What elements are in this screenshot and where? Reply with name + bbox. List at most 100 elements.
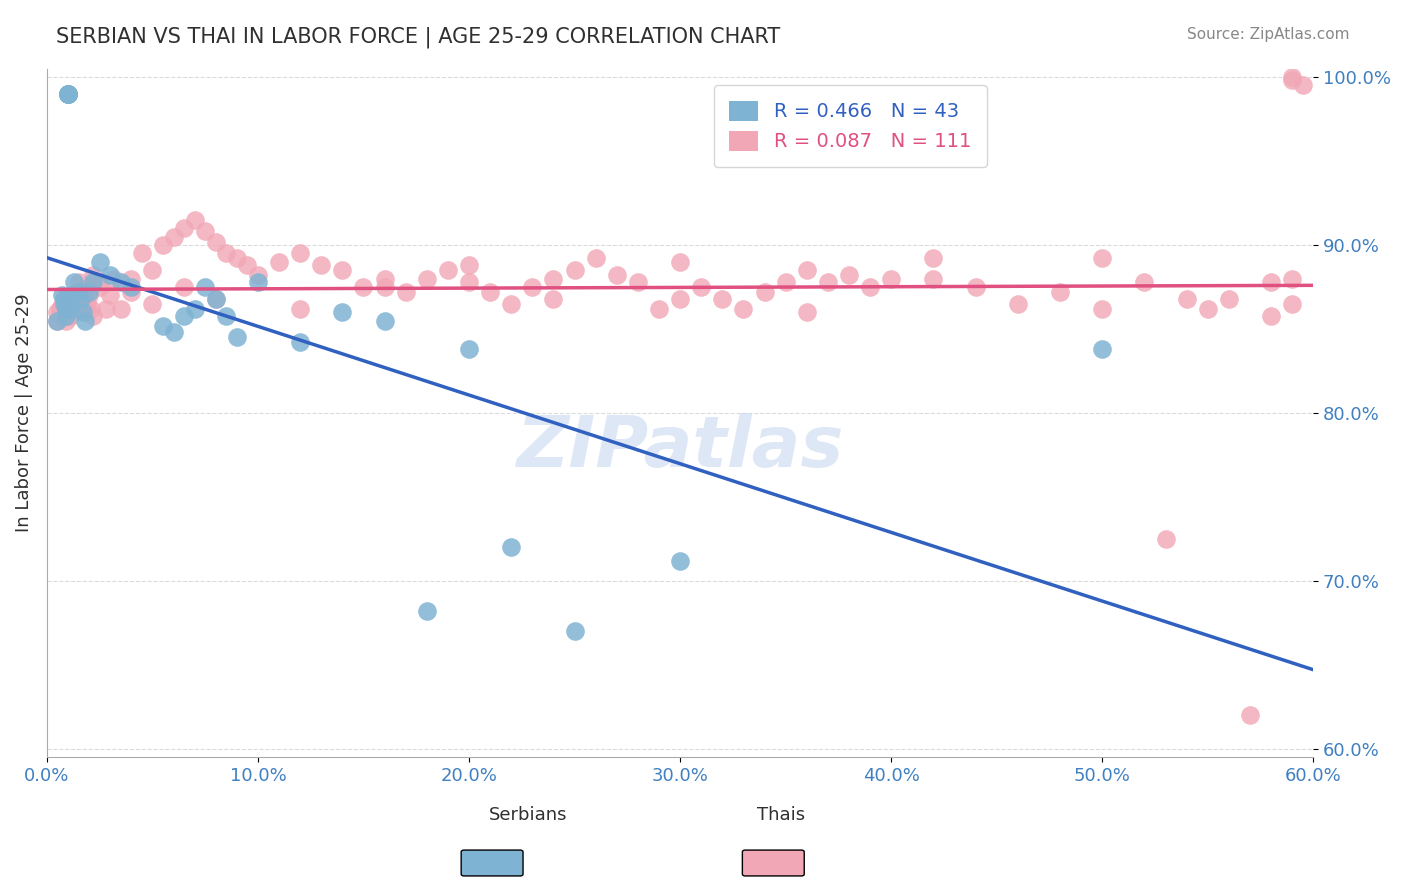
Point (60, 298, 83, 312)
Point (416, 604, 439, 618)
Point (606, 268, 628, 283)
Point (110, 301, 132, 316)
Text: ZIPatlas: ZIPatlas (516, 413, 844, 482)
Point (72, 301, 94, 316)
Point (51, 309, 73, 323)
Point (458, 342, 481, 356)
Point (817, 275, 839, 289)
Point (374, 280, 396, 294)
Point (131, 246, 153, 260)
Point (55, 309, 77, 323)
Point (501, 541, 523, 555)
Point (110, 275, 132, 289)
Point (77, 288, 100, 302)
Point (1154, 532, 1177, 546)
Point (711, 292, 734, 306)
Point (479, 285, 502, 299)
Point (48, 301, 70, 316)
Point (55, 309, 77, 323)
Point (59, 309, 82, 323)
Point (80, 301, 103, 316)
Point (225, 252, 247, 266)
Point (173, 309, 195, 323)
Point (564, 624, 586, 639)
Point (56, 301, 79, 316)
Point (55, 301, 77, 316)
Point (194, 225, 217, 239)
Point (880, 271, 903, 285)
Point (59, 309, 82, 323)
Text: Source: ZipAtlas.com: Source: ZipAtlas.com (1187, 27, 1350, 42)
Point (922, 271, 945, 285)
Legend: R = 0.466   N = 43, R = 0.087   N = 111: R = 0.466 N = 43, R = 0.087 N = 111 (714, 85, 987, 167)
Point (838, 268, 860, 283)
Point (55, 313, 77, 327)
Point (67, 275, 90, 289)
Point (103, 271, 125, 285)
Point (59, 301, 82, 316)
Point (63, 275, 86, 289)
Point (120, 285, 142, 299)
Point (437, 263, 460, 277)
Point (796, 305, 818, 319)
Point (56, 87, 79, 101)
Y-axis label: In Labor Force | Age 25-29: In Labor Force | Age 25-29 (15, 293, 32, 533)
Point (648, 301, 671, 316)
Point (98, 268, 121, 283)
Point (89, 275, 111, 289)
Point (77, 285, 100, 299)
Point (162, 326, 184, 340)
Point (52, 292, 75, 306)
Point (775, 275, 797, 289)
Point (288, 335, 311, 350)
Point (56, 301, 79, 316)
Point (458, 258, 481, 272)
Point (82, 309, 104, 323)
Point (183, 301, 205, 316)
Point (585, 252, 607, 266)
Point (669, 254, 692, 268)
Point (76, 297, 98, 311)
Point (69, 297, 91, 311)
Point (141, 297, 163, 311)
Point (173, 280, 195, 294)
Point (59, 297, 82, 311)
Point (1260, 309, 1282, 323)
Point (51, 298, 73, 312)
Point (63, 301, 86, 316)
Point (73, 292, 96, 306)
Point (353, 280, 375, 294)
Point (395, 285, 418, 299)
Point (56, 87, 79, 101)
Point (1239, 708, 1261, 723)
Point (1281, 73, 1303, 87)
Point (416, 271, 439, 285)
Point (1091, 301, 1114, 316)
Point (204, 292, 226, 306)
Point (288, 301, 311, 316)
Point (72, 305, 94, 319)
Point (56, 87, 79, 101)
Point (73, 301, 96, 316)
Point (564, 263, 586, 277)
Point (458, 275, 481, 289)
Point (267, 254, 290, 268)
Point (52, 297, 75, 311)
Point (56, 87, 79, 101)
Point (288, 246, 311, 260)
Point (141, 263, 163, 277)
Point (120, 271, 142, 285)
Point (77, 280, 100, 294)
Point (1007, 297, 1029, 311)
Point (204, 292, 226, 306)
Point (225, 330, 247, 344)
Point (183, 212, 205, 227)
Point (236, 258, 259, 272)
Point (215, 246, 238, 260)
Point (98, 288, 121, 302)
Point (1281, 271, 1303, 285)
Point (669, 292, 692, 306)
Point (1292, 78, 1315, 93)
Point (67, 288, 90, 302)
Point (1133, 275, 1156, 289)
